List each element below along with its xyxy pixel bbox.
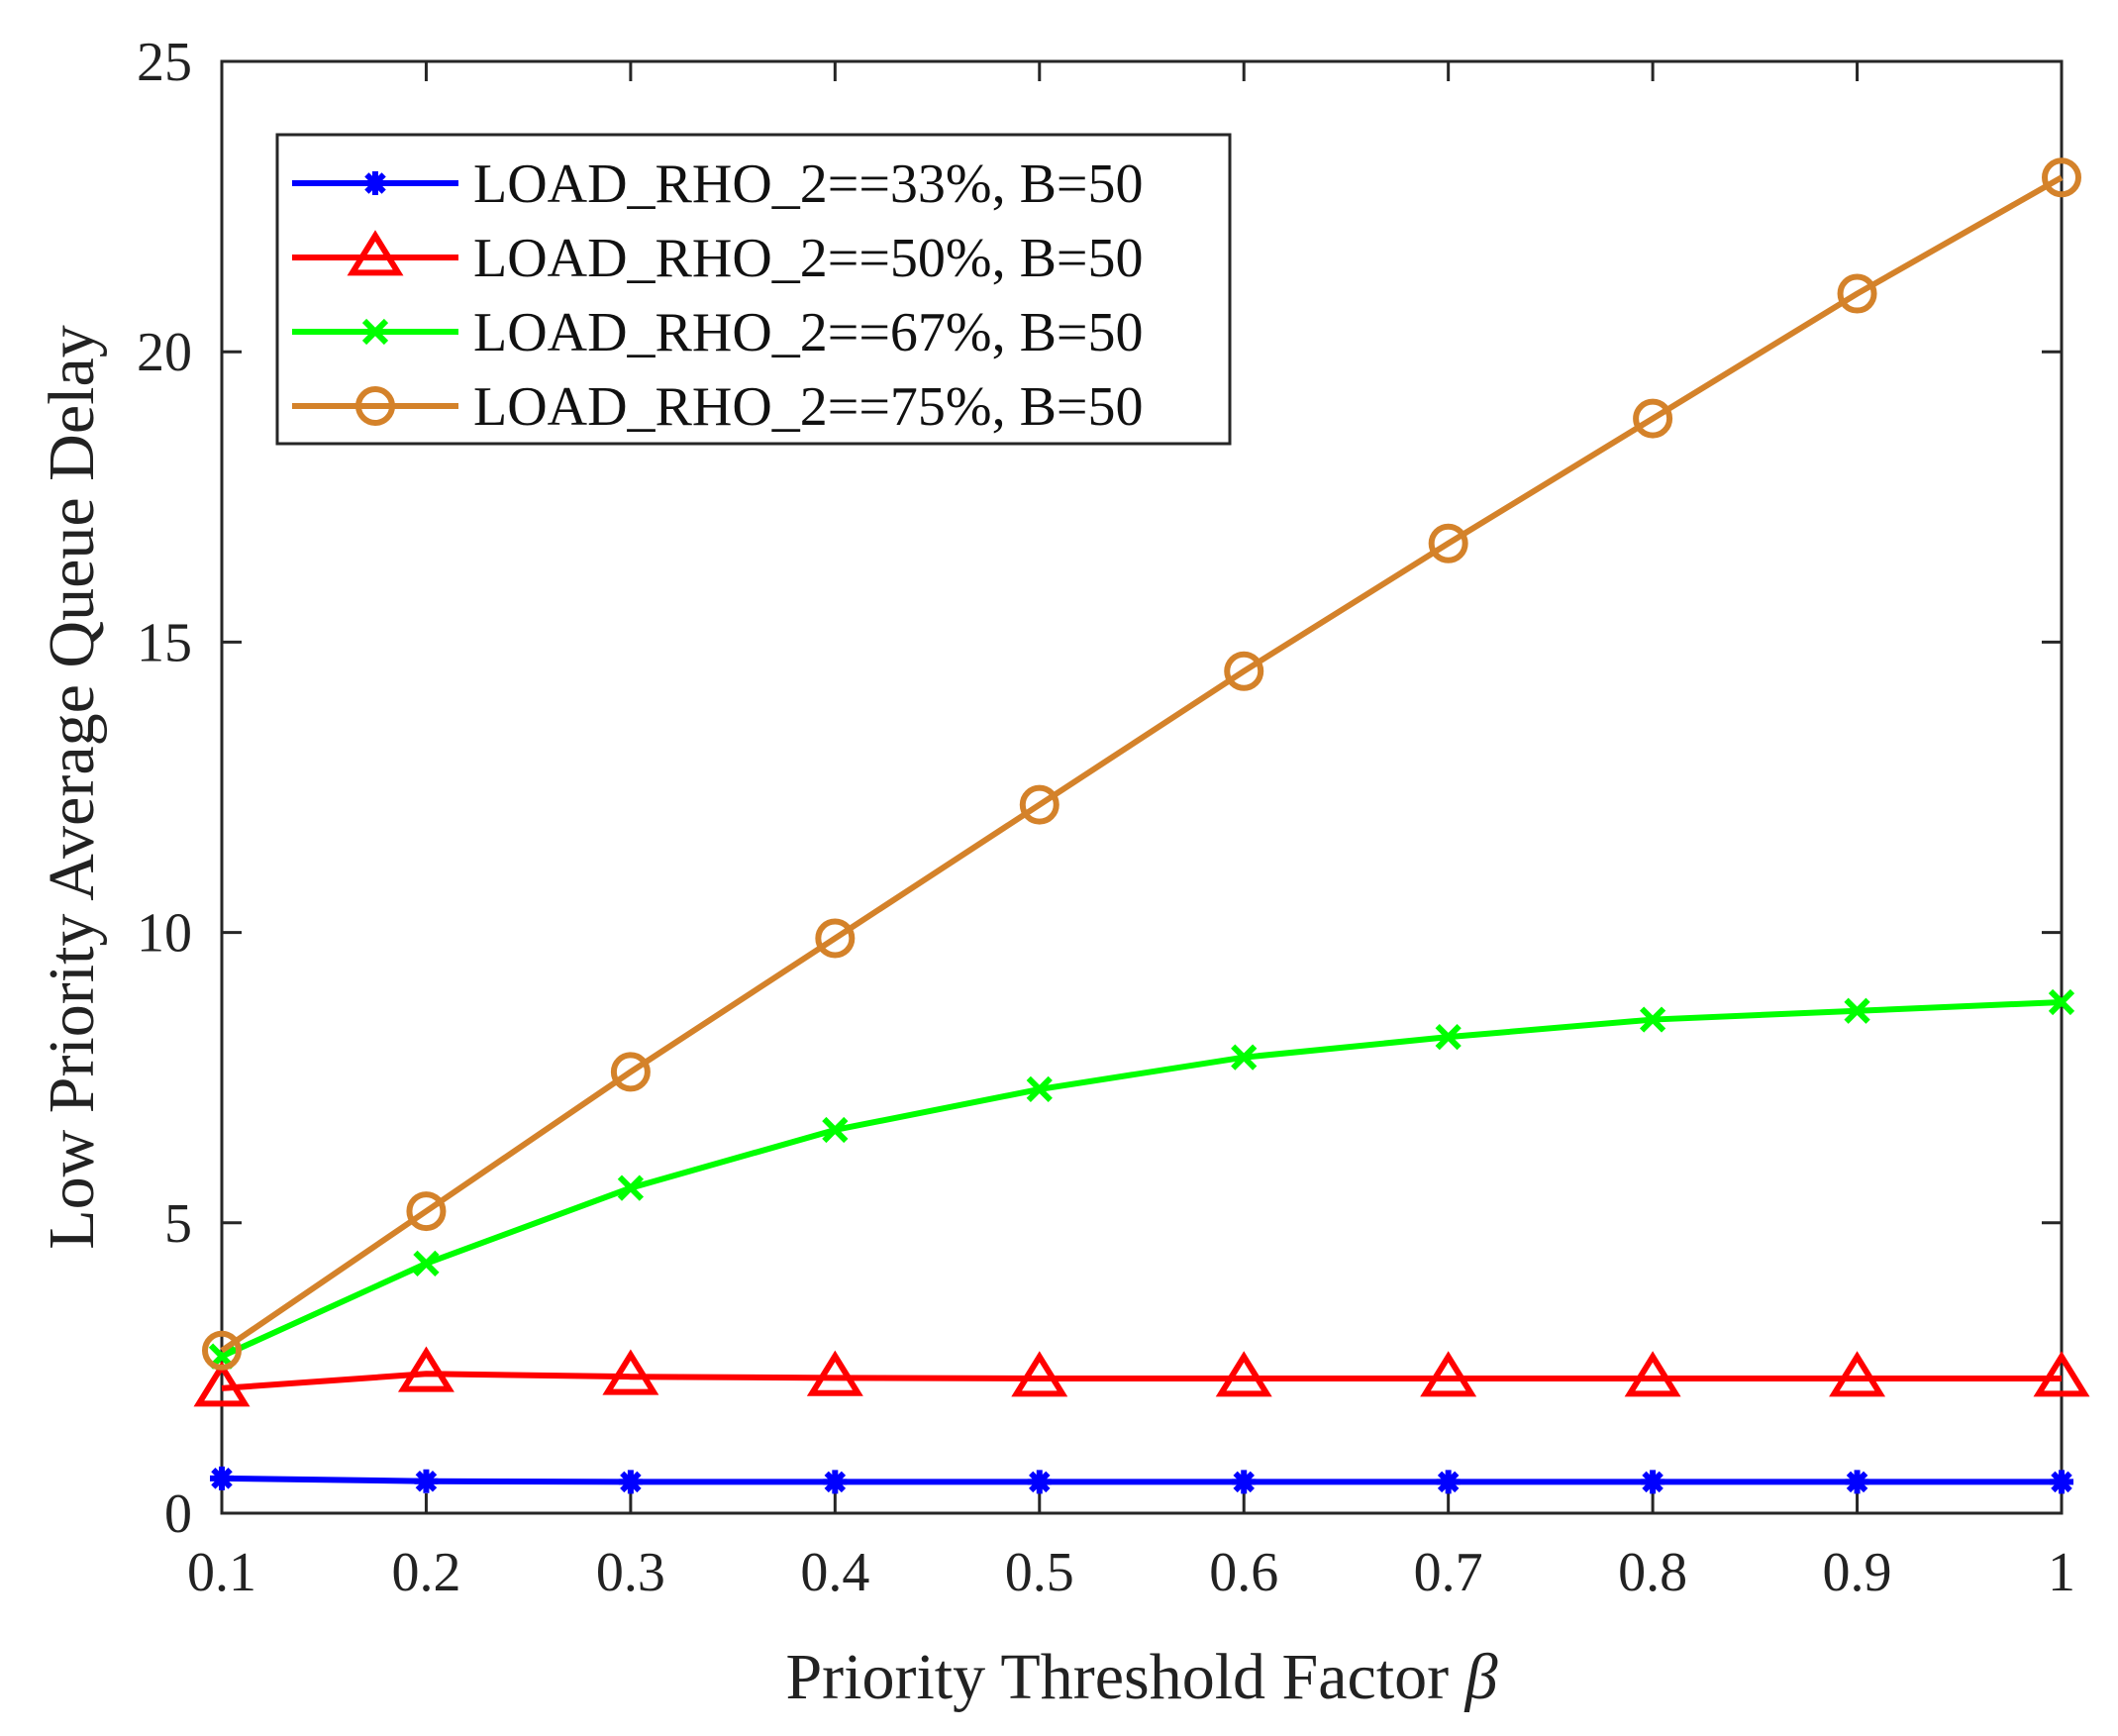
x-tick-label: 0.5 — [1005, 1542, 1074, 1603]
data-point-triangle — [1011, 1351, 1068, 1397]
series-group — [210, 1466, 2073, 1494]
data-point-asterisk — [414, 1469, 439, 1493]
data-point-x — [1435, 1024, 1462, 1051]
data-point-asterisk — [1641, 1470, 1665, 1494]
x-axis-label: Priority Threshold Factor β — [785, 1641, 1497, 1713]
data-point-x — [413, 1250, 440, 1276]
y-tick-label: 10 — [137, 903, 192, 965]
x-axis-label-symbol: β — [1463, 1641, 1498, 1713]
data-point-circle — [1019, 784, 1059, 825]
data-point-asterisk — [363, 171, 387, 195]
x-tick-label: 0.9 — [1823, 1542, 1892, 1603]
x-axis-ticks: 0.1 0.2 0.3 0.4 0.5 0.6 0.7 0.8 0.9 1 — [187, 61, 2075, 1603]
series-line — [221, 1371, 2062, 1391]
data-point-asterisk — [1232, 1470, 1257, 1494]
x-tick-label: 0.6 — [1209, 1542, 1278, 1603]
x-tick-label: 0.2 — [391, 1542, 460, 1603]
y-axis-ticks: 0 5 10 15 20 25 — [137, 32, 2062, 1545]
data-point-asterisk — [1027, 1470, 1052, 1494]
series-group — [193, 1346, 2090, 1407]
data-point-circle — [815, 918, 856, 959]
data-point-x — [617, 1174, 645, 1201]
data-point-triangle — [1829, 1351, 1886, 1397]
data-point-circle — [406, 1191, 447, 1232]
data-point-circle — [610, 1052, 651, 1092]
x-tick-label: 1 — [2048, 1542, 2075, 1603]
data-point-circle — [1428, 523, 1468, 563]
x-tick-label: 0.4 — [800, 1542, 869, 1603]
data-point-triangle — [2033, 1351, 2090, 1397]
data-point-x — [1231, 1044, 1258, 1071]
legend-entry-label: LOAD_RHO_2==67%, B=50 — [473, 302, 1144, 363]
legend-entry-label: LOAD_RHO_2==33%, B=50 — [473, 153, 1144, 215]
data-point-circle — [1837, 273, 1877, 314]
data-point-asterisk — [2050, 1470, 2073, 1494]
x-tick-label: 0.8 — [1618, 1542, 1687, 1603]
data-point-circle — [1633, 398, 1673, 439]
data-point-circle — [355, 386, 395, 426]
y-tick-label: 20 — [137, 322, 192, 383]
data-point-asterisk — [1436, 1470, 1461, 1494]
y-tick-label: 5 — [164, 1193, 192, 1255]
data-point-triangle — [1420, 1351, 1477, 1397]
data-point-asterisk — [210, 1466, 234, 1490]
data-point-asterisk — [618, 1470, 643, 1494]
y-axis-label: Low Priority Average Queue Delay — [36, 325, 108, 1249]
y-tick-label: 25 — [137, 32, 192, 93]
data-point-x — [822, 1116, 849, 1144]
data-point-triangle — [1624, 1351, 1681, 1397]
data-point-circle — [2042, 157, 2081, 198]
series-group — [208, 988, 2075, 1370]
data-point-asterisk — [1845, 1470, 1869, 1494]
data-point-x — [361, 318, 389, 346]
series-line — [220, 174, 2064, 1354]
data-point-x — [2048, 988, 2075, 1016]
data-point-triangle — [193, 1361, 251, 1407]
data-point-triangle — [806, 1350, 863, 1396]
series-line — [221, 1475, 2062, 1485]
series-layer — [193, 157, 2090, 1494]
data-point-x — [1026, 1075, 1053, 1103]
data-point-asterisk — [823, 1470, 848, 1494]
data-point-triangle — [397, 1346, 454, 1392]
x-tick-label: 0.1 — [187, 1542, 256, 1603]
x-tick-label: 0.3 — [596, 1542, 665, 1603]
data-point-triangle — [347, 230, 404, 276]
data-point-triangle — [602, 1349, 659, 1395]
legend-entry-label: LOAD_RHO_2==75%, B=50 — [473, 376, 1144, 438]
data-point-x — [1844, 997, 1870, 1024]
y-tick-label: 15 — [137, 612, 192, 673]
y-tick-label: 0 — [164, 1483, 192, 1545]
data-point-x — [1639, 1006, 1666, 1033]
data-point-triangle — [1215, 1351, 1272, 1397]
legend: LOAD_RHO_2==33%, B=50 LOAD_RHO_2==50%, B=… — [275, 133, 1232, 446]
data-point-circle — [202, 1330, 242, 1371]
legend-entry-label: LOAD_RHO_2==50%, B=50 — [473, 228, 1144, 289]
x-tick-label: 0.7 — [1414, 1542, 1483, 1603]
series-group — [202, 157, 2081, 1371]
series-line — [220, 998, 2063, 1360]
data-point-circle — [1224, 651, 1264, 691]
